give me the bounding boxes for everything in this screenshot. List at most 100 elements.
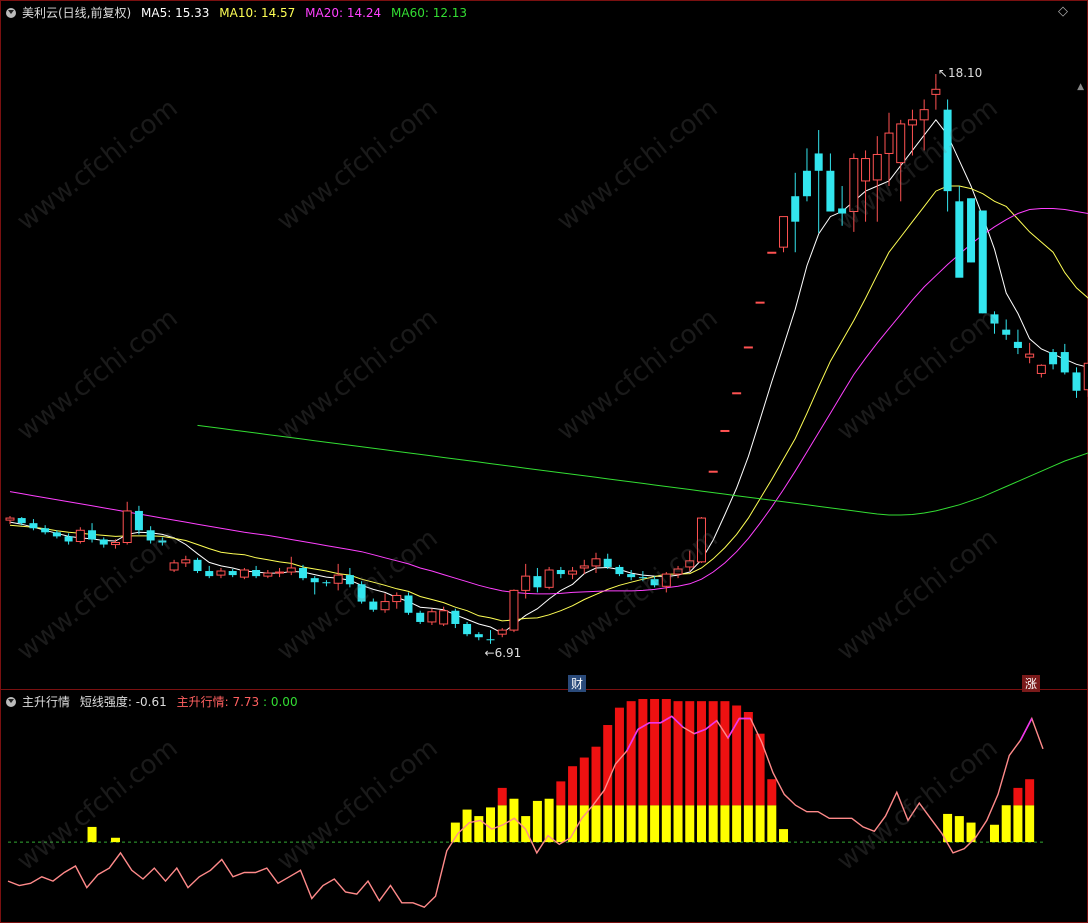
low-price-annotation: ←6.91 bbox=[484, 645, 522, 660]
candle-body bbox=[263, 572, 273, 577]
candle-body bbox=[931, 88, 941, 95]
candle-body bbox=[239, 569, 249, 578]
candle-body bbox=[838, 208, 847, 214]
candle-body bbox=[216, 570, 226, 576]
strength-line-highlight bbox=[705, 720, 718, 730]
zero-label: : 0.00 bbox=[263, 695, 298, 709]
diamond-icon[interactable]: ◇ bbox=[1058, 4, 1068, 19]
low-value: 6.91 bbox=[494, 645, 522, 660]
yellow-bar bbox=[110, 837, 120, 843]
earnings-badge[interactable]: 财 bbox=[568, 675, 587, 692]
yellow-bar bbox=[661, 805, 671, 843]
yellow-bar bbox=[509, 798, 519, 843]
rise-badge[interactable]: 涨 bbox=[1022, 675, 1041, 692]
yellow-bar bbox=[626, 805, 636, 843]
candle-body bbox=[252, 570, 261, 577]
candle-body bbox=[369, 601, 378, 610]
yellow-bar bbox=[603, 805, 613, 843]
candle-body bbox=[357, 584, 366, 602]
yellow-bar bbox=[720, 805, 730, 843]
yellow-bar bbox=[708, 805, 718, 843]
yellow-bar bbox=[638, 805, 648, 843]
ma20-line bbox=[9, 208, 1088, 595]
candle-body bbox=[849, 158, 859, 213]
yellow-bar bbox=[568, 805, 578, 843]
candle-body bbox=[779, 216, 789, 248]
candle-body bbox=[134, 510, 143, 531]
candle-body bbox=[1025, 353, 1035, 358]
candle-body bbox=[451, 610, 460, 624]
yellow-bar bbox=[450, 822, 460, 843]
candle-body bbox=[474, 634, 483, 638]
candle-body bbox=[544, 569, 554, 588]
yellow-bar bbox=[497, 805, 507, 843]
candle-body bbox=[41, 528, 50, 533]
red-bar bbox=[579, 757, 589, 806]
red-bar bbox=[556, 781, 566, 806]
red-bar bbox=[1013, 787, 1023, 806]
indicator-name: 主升行情 bbox=[22, 695, 71, 709]
candle-body bbox=[579, 565, 589, 569]
candle-body bbox=[720, 429, 730, 432]
red-bar bbox=[661, 698, 671, 806]
strength-line-highlight bbox=[660, 715, 673, 724]
candle-body bbox=[52, 532, 61, 537]
candle-body bbox=[1049, 352, 1058, 365]
candle-body bbox=[661, 573, 671, 587]
candle-body bbox=[732, 392, 742, 395]
red-bar bbox=[626, 701, 636, 806]
yellow-bar bbox=[650, 805, 660, 843]
yellow-bar bbox=[732, 805, 742, 843]
strength-line-highlight bbox=[1019, 718, 1033, 741]
strength-line-highlight bbox=[626, 728, 639, 752]
yellow-bar bbox=[87, 826, 97, 843]
candle-body bbox=[275, 571, 285, 574]
yellow-bar bbox=[966, 822, 976, 843]
yellow-bar bbox=[954, 816, 964, 843]
red-bar bbox=[614, 707, 624, 806]
candle-body bbox=[896, 123, 906, 164]
red-bar bbox=[638, 698, 648, 806]
collapse-indicator-icon[interactable] bbox=[6, 697, 16, 707]
red-bar bbox=[685, 701, 695, 806]
candle-body bbox=[1060, 352, 1069, 373]
candle-body bbox=[228, 571, 237, 576]
candle-body bbox=[603, 558, 612, 567]
candle-body bbox=[169, 562, 179, 571]
candle-body bbox=[650, 579, 659, 586]
candle-body bbox=[673, 568, 683, 575]
candle-body bbox=[416, 612, 425, 622]
expand-arrow-icon[interactable]: ▲ bbox=[1077, 82, 1084, 92]
yellow-bar bbox=[696, 805, 706, 843]
yellow-bar bbox=[532, 800, 542, 843]
red-bar bbox=[497, 787, 507, 806]
stock-title: 美利云(日线,前复权) bbox=[22, 6, 132, 20]
ma10-label: MA10: 14.57 bbox=[219, 6, 296, 20]
ma10-line bbox=[9, 185, 1088, 622]
candle-body bbox=[392, 594, 402, 603]
collapse-icon[interactable] bbox=[6, 8, 16, 18]
candle-body bbox=[708, 470, 718, 473]
candle-body bbox=[497, 629, 507, 635]
yellow-bar bbox=[1025, 805, 1035, 843]
yellow-bar bbox=[779, 829, 789, 843]
candle-body bbox=[919, 109, 929, 121]
candle-body bbox=[193, 559, 202, 572]
candle-body bbox=[967, 198, 976, 263]
candle-body bbox=[627, 574, 636, 578]
red-bar bbox=[720, 701, 730, 806]
ma60-line bbox=[197, 424, 1088, 516]
candle-body bbox=[404, 595, 413, 613]
candle-body bbox=[29, 523, 38, 529]
candle-body bbox=[1083, 362, 1088, 391]
candle-body bbox=[5, 517, 15, 521]
candle-body bbox=[322, 582, 331, 584]
candle-body bbox=[755, 301, 765, 304]
candle-body bbox=[1072, 372, 1081, 391]
candle-body bbox=[88, 530, 97, 540]
yellow-bar bbox=[462, 809, 472, 843]
yellow-bar bbox=[989, 824, 999, 843]
strength-line bbox=[7, 715, 1044, 909]
candle-body bbox=[75, 529, 85, 542]
